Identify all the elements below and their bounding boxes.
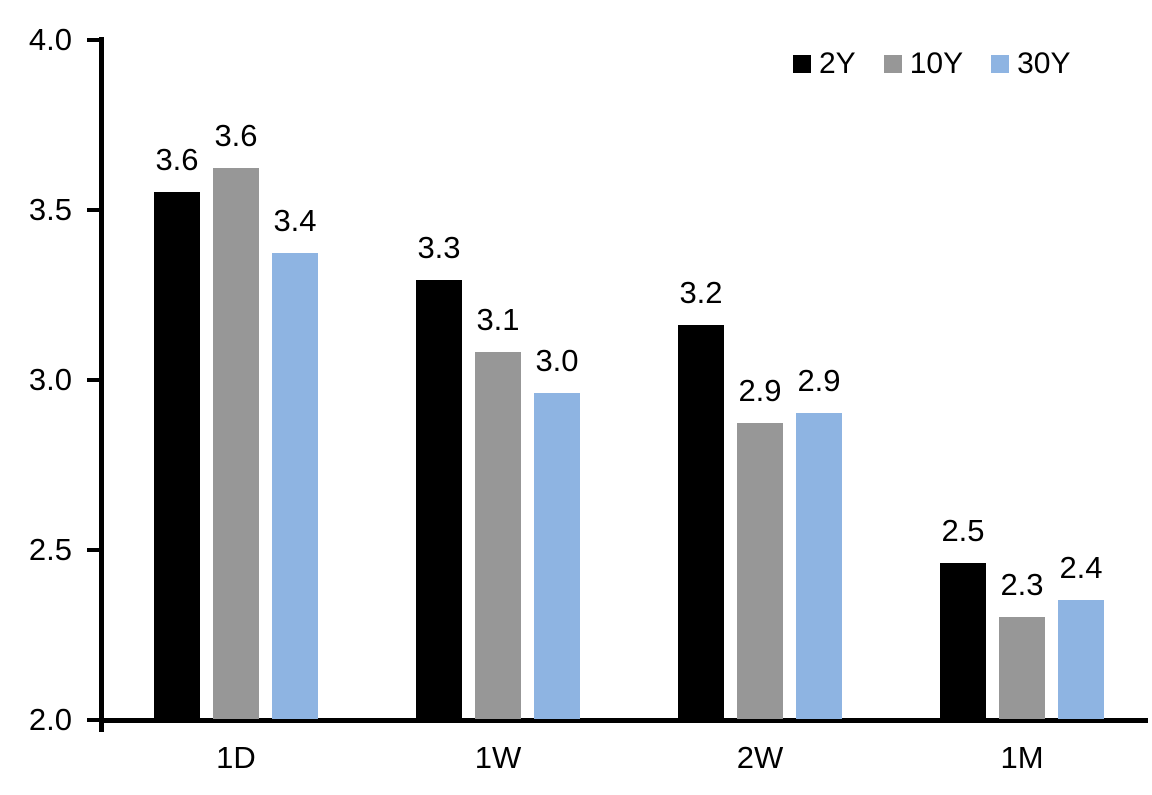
legend-item-30Y: 30Y [991,49,1070,79]
y-axis-tick-label: 3.5 [28,192,72,227]
bar-data-label: 2.3 [1000,566,1044,602]
bar-10Y-1W [475,352,521,719]
bar-30Y-2W [796,413,842,719]
x-axis-category-label: 1D [216,740,256,775]
bar-2Y-1W [416,280,462,719]
bar-data-label: 3.3 [417,229,461,265]
x-axis-line [99,718,1148,723]
legend: 2Y 10Y 30Y [793,49,1070,79]
bar-30Y-1M [1058,600,1104,719]
legend-item-2Y: 2Y [793,49,856,79]
legend-label: 10Y [909,47,964,80]
legend-swatch-icon [793,55,811,73]
y-axis-tick-label: 2.5 [28,532,72,567]
legend-label: 2Y [819,47,856,80]
bar-data-label: 2.9 [797,362,841,398]
y-axis-tick-label: 4.0 [28,22,72,57]
y-axis-tick [87,378,100,382]
x-axis-tick [99,723,104,732]
bar-data-label: 2.5 [941,512,985,548]
x-axis-category-label: 1W [474,740,522,775]
y-axis-line [99,37,104,723]
bar-10Y-1D [213,168,259,719]
legend-swatch-icon [883,55,902,73]
bar-data-label: 3.1 [476,301,520,337]
bar-30Y-1W [534,393,580,719]
bar-2Y-1D [154,192,200,719]
y-axis-tick [87,38,100,42]
legend-item-10Y: 10Y [883,47,964,80]
y-axis-tick-label: 3.0 [28,362,72,397]
x-axis-category-label: 1M [1000,740,1044,775]
bar-2Y-2W [678,325,724,719]
y-axis-tick [87,208,100,212]
legend-swatch-icon [991,55,1010,73]
bar-data-label: 3.4 [273,202,317,238]
bar-data-label: 2.4 [1059,549,1103,585]
y-axis-tick-label: 2.0 [28,702,72,737]
bar-data-label: 3.2 [679,274,723,310]
bar-30Y-1D [272,253,318,719]
bar-data-label: 2.9 [738,372,782,408]
bar-data-label: 3.0 [535,342,579,378]
bar-data-label: 3.6 [155,141,199,177]
bar-data-label: 3.6 [214,117,258,153]
bar-2Y-1M [940,563,986,719]
bar-10Y-1M [999,617,1045,719]
y-axis-tick [87,718,100,722]
y-axis-tick [87,548,100,552]
bar-10Y-2W [737,423,783,719]
legend-label: 30Y [1017,47,1071,80]
x-axis-category-label: 2W [736,740,784,775]
